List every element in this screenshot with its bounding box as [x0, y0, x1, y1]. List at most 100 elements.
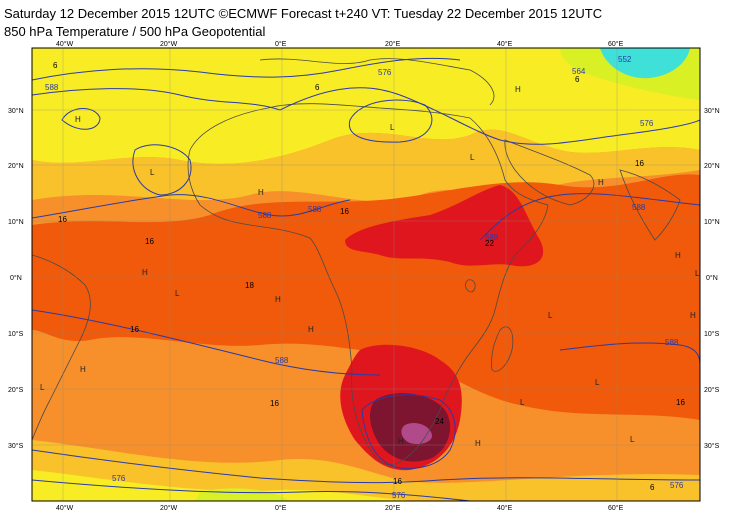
pressure-marker: H — [475, 439, 481, 448]
geo-label: 576 — [670, 481, 684, 490]
geo-label: 588 — [308, 205, 322, 214]
pressure-marker: H — [142, 268, 148, 277]
geo-label: 588 — [45, 83, 59, 92]
lon-label: 0°E — [275, 504, 287, 512]
lat-label: 30°S — [704, 442, 720, 450]
geo-label: 588 — [632, 203, 646, 212]
temperature-labels: 6 6 16 16 16 16 16 18 16 22 24 16 16 6 6 — [53, 61, 685, 492]
temp-label: 6 — [53, 61, 58, 70]
contour-inner-south — [361, 394, 456, 469]
geo-label: 576 — [392, 491, 406, 500]
pressure-marker: H — [80, 365, 86, 374]
coast-africa — [187, 103, 549, 466]
geo-label: 576 — [112, 474, 126, 483]
contour-576-low — [32, 479, 471, 501]
coast-arabia — [504, 139, 595, 206]
temp-label: 24 — [435, 417, 444, 426]
field-ne-cyan — [600, 48, 690, 79]
pressure-marker: L — [595, 378, 600, 387]
lon-label: 60°E — [608, 504, 624, 512]
geo-label: 576 — [378, 68, 392, 77]
lat-label: 20°N — [8, 162, 24, 170]
lat-label: 10°S — [8, 330, 24, 338]
pressure-marker: L — [390, 123, 395, 132]
contour-576-south — [32, 449, 700, 484]
temp-label: 18 — [245, 281, 254, 290]
geopotential-contours — [32, 57, 700, 501]
lon-label: 40°W — [56, 504, 74, 512]
pressure-marker: H — [598, 178, 604, 187]
field-subtitle: 850 hPa Temperature / 500 hPa Geopotenti… — [4, 24, 266, 39]
contour-588-south — [32, 309, 381, 376]
temp-label: 16 — [145, 237, 154, 246]
contour-high-west — [61, 108, 101, 130]
pressure-marker: H — [258, 188, 264, 197]
temp-label: 6 — [575, 75, 580, 84]
coast-south-america — [32, 254, 91, 441]
geo-label: 588 — [258, 211, 272, 220]
lon-label: 40°E — [497, 504, 513, 512]
geo-label: 588 — [275, 356, 289, 365]
geo-label: 588 — [485, 233, 499, 242]
temp-label: 16 — [270, 399, 279, 408]
temp-label: 16 — [635, 159, 644, 168]
pressure-marker: H — [75, 115, 81, 124]
lat-labels-left: 30°N 20°N 10°N 0°N 10°S 20°S 30°S — [8, 107, 24, 450]
pressure-marker: L — [520, 398, 525, 407]
lon-label: 20°W — [160, 504, 178, 512]
lat-label: 0°N — [706, 274, 718, 282]
lat-label: 0°N — [10, 274, 22, 282]
lon-label: 0°E — [275, 40, 287, 48]
pressure-marker: L — [150, 168, 155, 177]
field-south-yellow — [32, 470, 420, 501]
pressure-marker: H — [308, 325, 314, 334]
pressure-marker: H — [275, 295, 281, 304]
lat-label: 10°S — [704, 330, 720, 338]
pressure-marker: H — [675, 251, 681, 260]
temp-label: 16 — [130, 325, 139, 334]
geo-label: 552 — [618, 55, 632, 64]
pressure-marker: L — [40, 383, 45, 392]
field-south-green — [195, 488, 290, 501]
pressure-marker: L — [548, 311, 553, 320]
temp-label: 16 — [393, 477, 402, 486]
pressure-marker: L — [630, 435, 635, 444]
pressure-marker: H — [690, 311, 696, 320]
lat-label: 20°S — [704, 386, 720, 394]
coast-madagascar — [491, 326, 514, 372]
temp-label: 16 — [58, 215, 67, 224]
contour-588-north — [32, 87, 700, 145]
lat-labels-right: 30°N 20°N 10°N 0°N 10°S 20°S 30°S — [704, 107, 720, 450]
field-hot-north — [345, 185, 544, 267]
contour-576-north — [32, 57, 461, 81]
lat-label: 10°N — [8, 218, 24, 226]
lat-label: 20°S — [8, 386, 24, 394]
temp-label: 22 — [485, 239, 494, 248]
contour-588-se — [559, 342, 700, 366]
pressure-marker: L — [695, 269, 700, 278]
lon-label: 40°E — [497, 40, 513, 48]
temp-label: 6 — [315, 83, 320, 92]
lon-labels-top: 40°W 20°W 0°E 20°E 40°E 60°E — [56, 40, 624, 48]
lat-label: 30°N — [8, 107, 24, 115]
temp-label: 16 — [340, 207, 349, 216]
lat-label: 30°S — [8, 442, 24, 450]
contour-low-west — [132, 144, 192, 196]
pressure-marker: L — [175, 289, 180, 298]
coast-lake-victoria — [465, 279, 476, 293]
geo-label: 588 — [665, 338, 679, 347]
lon-label: 40°W — [56, 40, 74, 48]
contour-588-mid — [32, 194, 351, 219]
field-south-amber — [32, 440, 700, 501]
pressure-markers: H L H L H L H H L H H L H H L L H L H L … — [40, 85, 700, 448]
temp-label: 6 — [650, 483, 655, 492]
pressure-marker: L — [470, 153, 475, 162]
map-frame — [31, 47, 701, 502]
temp-label: 16 — [676, 398, 685, 407]
lon-label: 60°E — [608, 40, 624, 48]
geo-label: 576 — [640, 119, 654, 128]
lon-label: 20°W — [160, 40, 178, 48]
geo-label: 564 — [572, 67, 586, 76]
lon-label: 20°E — [385, 40, 401, 48]
